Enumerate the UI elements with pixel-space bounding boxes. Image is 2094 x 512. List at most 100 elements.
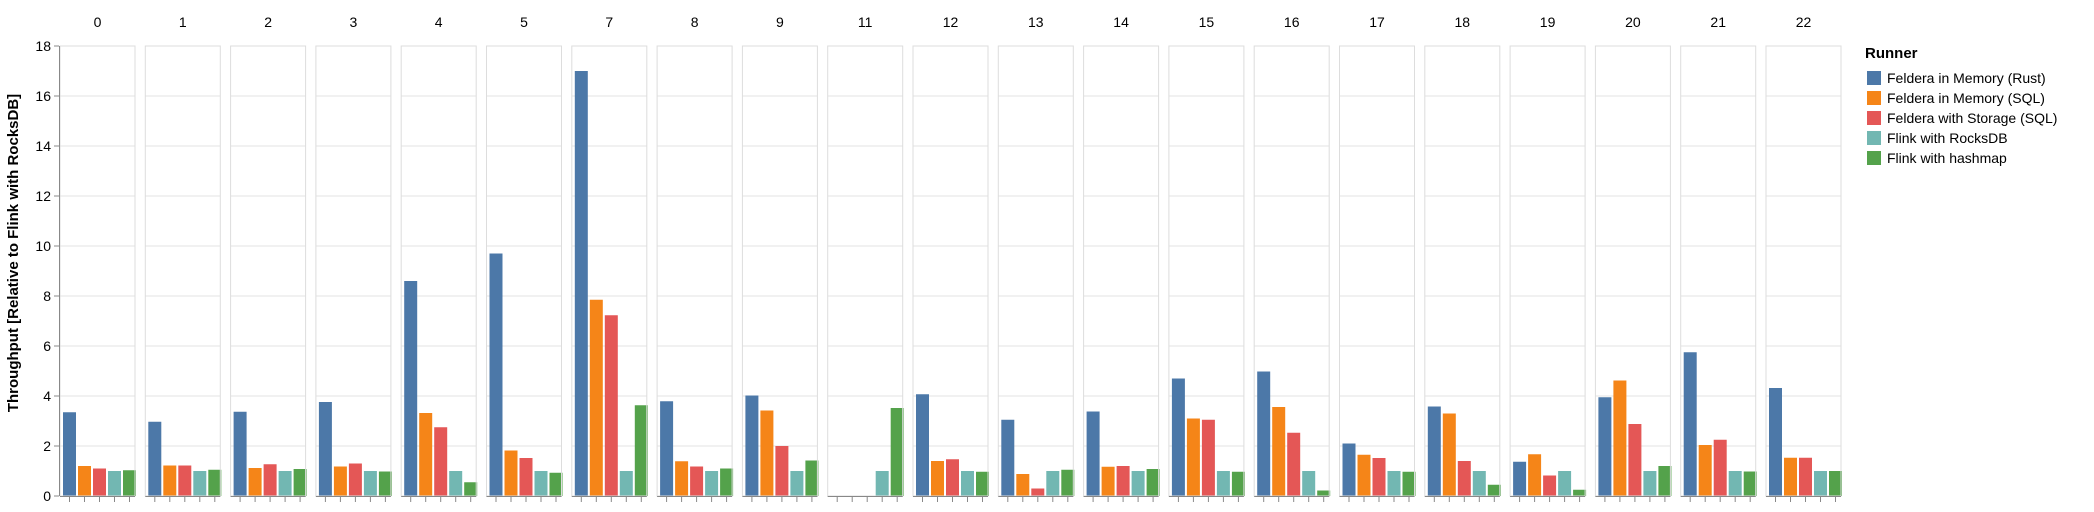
facet-13: 13 bbox=[997, 14, 1075, 502]
facet-18: 18 bbox=[1424, 14, 1501, 502]
bar bbox=[519, 458, 533, 496]
bar bbox=[108, 471, 121, 496]
legend-swatch bbox=[1867, 151, 1881, 165]
bar bbox=[916, 394, 929, 496]
facet-16: 16 bbox=[1253, 14, 1331, 502]
legend-item: Flink with RocksDB bbox=[1867, 130, 2008, 146]
bar bbox=[1257, 371, 1271, 496]
bar bbox=[1784, 457, 1797, 496]
bar bbox=[745, 395, 759, 496]
bar bbox=[946, 459, 959, 496]
bar bbox=[419, 413, 433, 496]
bar bbox=[318, 402, 332, 496]
bar bbox=[1698, 445, 1712, 496]
bar bbox=[1573, 489, 1587, 496]
legend-label: Feldera in Memory (SQL) bbox=[1887, 90, 2045, 106]
y-tick-label: 18 bbox=[35, 38, 51, 54]
bar bbox=[1216, 471, 1230, 496]
facet-7: 7 bbox=[571, 14, 648, 502]
bar bbox=[1598, 397, 1612, 496]
bar bbox=[1513, 461, 1527, 496]
facet-11: 11 bbox=[827, 14, 904, 502]
bar bbox=[1357, 454, 1371, 496]
bar bbox=[1814, 471, 1827, 496]
bar bbox=[193, 471, 207, 496]
bar bbox=[163, 465, 177, 496]
facet-label: 0 bbox=[94, 14, 102, 30]
bar bbox=[790, 471, 804, 496]
legend: Runner Feldera in Memory (Rust) Feldera i… bbox=[1865, 45, 2057, 166]
bar bbox=[1743, 471, 1757, 496]
facet-17: 17 bbox=[1339, 14, 1416, 502]
bar bbox=[1171, 378, 1185, 496]
bar bbox=[1272, 407, 1286, 496]
facet-22: 22 bbox=[1765, 14, 1842, 502]
bar bbox=[333, 466, 347, 496]
bar bbox=[1628, 424, 1642, 496]
legend-item: Feldera in Memory (Rust) bbox=[1867, 70, 2046, 86]
bar bbox=[619, 471, 633, 496]
bar bbox=[1402, 471, 1416, 496]
facet-label: 14 bbox=[1113, 14, 1129, 30]
facet-label: 13 bbox=[1028, 14, 1044, 30]
bar bbox=[1472, 471, 1486, 496]
facet-label: 16 bbox=[1284, 14, 1300, 30]
bar bbox=[1146, 469, 1160, 496]
bar bbox=[589, 299, 603, 496]
facet-label: 9 bbox=[776, 14, 784, 30]
facet-label: 17 bbox=[1369, 14, 1385, 30]
bar bbox=[63, 412, 76, 496]
bar bbox=[705, 471, 719, 496]
facet-9: 9 bbox=[741, 14, 819, 502]
facet-label: 2 bbox=[264, 14, 272, 30]
bar bbox=[1387, 471, 1401, 496]
facet-frame bbox=[1339, 45, 1415, 497]
facet-label: 19 bbox=[1540, 14, 1556, 30]
facet-20: 20 bbox=[1594, 14, 1672, 502]
bar bbox=[1829, 471, 1842, 496]
bar bbox=[720, 468, 734, 496]
legend-item: Feldera in Memory (SQL) bbox=[1867, 90, 2045, 106]
facet-19: 19 bbox=[1509, 14, 1587, 502]
bar bbox=[760, 410, 774, 496]
bar bbox=[1031, 488, 1045, 496]
bar bbox=[961, 471, 974, 496]
bar bbox=[1201, 419, 1215, 496]
bar bbox=[449, 471, 463, 496]
legend-label: Feldera with Storage (SQL) bbox=[1887, 110, 2057, 126]
bar bbox=[1558, 471, 1572, 496]
facet-21: 21 bbox=[1680, 14, 1757, 502]
bar bbox=[278, 471, 292, 496]
bar bbox=[1231, 471, 1245, 496]
facet-label: 7 bbox=[605, 14, 613, 30]
bar bbox=[660, 401, 674, 496]
bar bbox=[248, 468, 262, 496]
bar bbox=[931, 461, 944, 496]
bar bbox=[1427, 406, 1441, 496]
bar bbox=[404, 281, 418, 496]
legend-label: Feldera in Memory (Rust) bbox=[1887, 70, 2046, 86]
facet-label: 15 bbox=[1199, 14, 1215, 30]
bar bbox=[208, 469, 222, 496]
legend-swatch bbox=[1867, 111, 1881, 125]
legend-swatch bbox=[1867, 131, 1881, 145]
bar bbox=[604, 315, 618, 496]
facet-label: 3 bbox=[350, 14, 358, 30]
bar bbox=[123, 470, 136, 496]
bar bbox=[1457, 461, 1471, 496]
bar bbox=[1543, 475, 1557, 496]
bar bbox=[489, 253, 503, 496]
legend-swatch bbox=[1867, 71, 1881, 85]
facet-label: 12 bbox=[943, 14, 959, 30]
facet-15: 15 bbox=[1168, 14, 1245, 502]
legend-title: Runner bbox=[1865, 45, 1918, 62]
legend-label: Flink with hashmap bbox=[1887, 150, 2007, 166]
bar bbox=[148, 421, 162, 496]
bar bbox=[1101, 466, 1115, 496]
bar bbox=[1613, 380, 1627, 496]
facet-4: 4 bbox=[400, 14, 478, 502]
bar bbox=[1186, 418, 1200, 496]
bar bbox=[293, 469, 307, 496]
bar bbox=[1487, 484, 1501, 496]
